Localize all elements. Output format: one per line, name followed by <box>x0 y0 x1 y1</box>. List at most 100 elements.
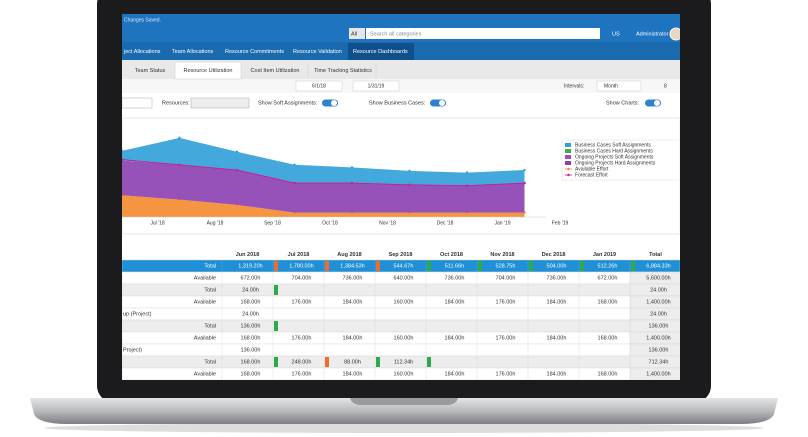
toggle-knob <box>439 100 445 106</box>
row-label: Available <box>194 275 216 281</box>
nav-tab[interactable]: Resource Commitments <box>225 49 284 55</box>
point <box>523 168 526 172</box>
nav-tab[interactable]: Resource Validation <box>293 49 342 55</box>
subtab[interactable]: Time Tracking Statistics <box>314 68 372 74</box>
subtab[interactable]: Resource Utilization <box>184 68 233 74</box>
cell: 5,600.00h <box>646 275 670 281</box>
toggle-knob <box>331 100 337 106</box>
status-marker <box>274 357 278 367</box>
toolbar <box>122 79 680 93</box>
interval-select[interactable] <box>596 80 642 92</box>
cell: 704.00h <box>292 275 312 281</box>
row-label: up (Project) <box>123 311 152 317</box>
cell: 736.00h <box>343 275 363 281</box>
column-header: Jul 2018 <box>288 252 310 258</box>
status-marker <box>325 261 329 271</box>
cell: 511.66h <box>445 263 464 269</box>
row-label: Total <box>204 323 216 329</box>
row-label: Available <box>194 371 216 377</box>
legend-swatch <box>567 167 570 171</box>
app: Changes Saved. All Search all categories US… <box>122 14 682 380</box>
cell: 176.00h <box>496 335 516 341</box>
cell: 136.00h <box>241 347 261 353</box>
cell: 184.00h <box>547 371 567 377</box>
subtab[interactable]: Cost Item Utilization <box>251 68 300 74</box>
point <box>178 136 181 140</box>
column-header: Jun 2018 <box>236 252 260 258</box>
cell: 248.00h <box>292 359 312 365</box>
cell: 112.34h <box>394 359 413 365</box>
search-input[interactable] <box>366 28 600 39</box>
status-marker <box>325 357 329 367</box>
row-label: Total <box>204 359 216 365</box>
avatar[interactable] <box>669 27 682 41</box>
subtab-bar <box>122 60 680 79</box>
nav-tab[interactable]: ject Allocations <box>123 49 161 55</box>
cell: 512.26h <box>598 263 618 269</box>
area <box>122 160 525 213</box>
legend-label: Available Effort <box>575 166 609 172</box>
filter-select[interactable] <box>122 97 153 109</box>
cell: 136.00h <box>649 347 669 353</box>
toggle-knob <box>654 100 660 106</box>
user[interactable]: Administrator <box>636 31 669 37</box>
column-header: Sep 2018 <box>389 252 413 258</box>
cell: 736.00h <box>547 275 567 281</box>
locale[interactable]: US <box>612 31 620 37</box>
point <box>293 181 296 185</box>
status-marker <box>274 321 278 331</box>
status-marker <box>427 357 431 367</box>
status-marker <box>376 261 380 271</box>
line <box>122 159 525 187</box>
legend-swatch <box>565 143 571 147</box>
count: 8 <box>664 83 667 89</box>
cell: 88.00h <box>344 359 361 365</box>
legend-label: Business Cases Hard Assignments <box>575 148 653 154</box>
cell: 24.00h <box>650 311 667 317</box>
nav-tab[interactable]: Team Allocations <box>172 49 214 55</box>
cell: 640.00h <box>394 275 414 281</box>
cell: 168.00h <box>598 299 618 305</box>
legend-label: Ongoing Projects Hard Assignments <box>575 160 656 166</box>
table-row <box>122 343 680 357</box>
column-header: Dec 2018 <box>542 252 566 258</box>
cell: 24.00h <box>650 287 667 293</box>
x-tick-label: Nov '18 <box>379 220 396 226</box>
cell: 168.00h <box>241 335 261 341</box>
row-label: Available <box>194 335 216 341</box>
search-scope[interactable] <box>349 28 365 39</box>
cell: 168.00h <box>598 371 618 377</box>
point <box>293 163 296 166</box>
column-header: Aug 2018 <box>337 252 361 258</box>
legend-swatch <box>565 155 571 159</box>
resources-input[interactable] <box>190 97 250 109</box>
cell: 1,780.00h <box>289 263 313 269</box>
cell: 168.00h <box>241 359 261 365</box>
business-label: Show Business Cases: <box>369 100 426 106</box>
cell: 24.00h <box>242 287 259 293</box>
start-date: 6/1/18 <box>312 83 326 89</box>
cell: 184.00h <box>445 299 465 305</box>
cell: 24.00h <box>242 311 259 317</box>
cell: 176.00h <box>292 335 312 341</box>
legend-swatch <box>565 149 571 153</box>
soft-label: Show Soft Assignments: <box>258 100 318 106</box>
subtab[interactable]: Team Status <box>135 68 166 74</box>
column-header: Oct 2018 <box>440 252 463 258</box>
nav-tab[interactable]: Resource Dashboards <box>353 49 408 55</box>
point <box>465 171 469 174</box>
table-row <box>122 367 680 380</box>
cell: 504.00h <box>547 263 567 269</box>
table-header <box>122 249 680 260</box>
cell: 184.00h <box>343 371 363 377</box>
point <box>235 168 239 172</box>
cell: 672.00h <box>241 275 261 281</box>
x-tick-label: Jul '18 <box>150 220 165 226</box>
search-scope: All <box>351 31 357 37</box>
cell: 736.00h <box>445 275 465 281</box>
start-date[interactable] <box>295 80 343 92</box>
end-date[interactable] <box>352 80 400 92</box>
laptop-base <box>30 398 778 424</box>
cell: 168.00h <box>241 371 261 377</box>
